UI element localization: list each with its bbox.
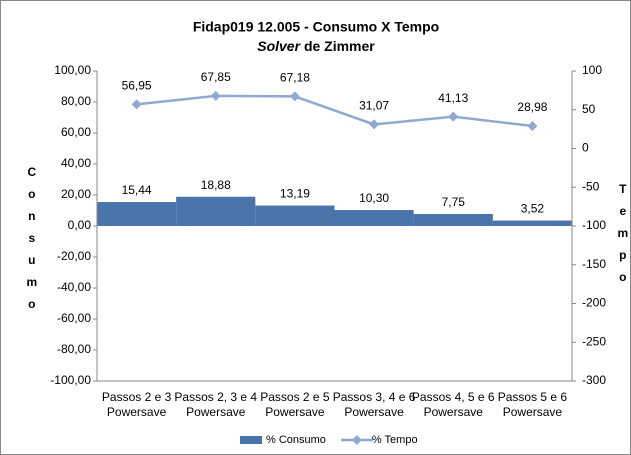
- y2-axis-label: Tempo: [616, 182, 630, 292]
- line-marker: [210, 90, 221, 101]
- bar-value-label: 13,19: [280, 187, 310, 201]
- y2-tick-label: -150: [582, 257, 606, 271]
- x-tick-label: Passos 2 e 5: [260, 390, 330, 404]
- bar-value-label: 7,75: [442, 195, 466, 209]
- bar-value-label: 15,44: [122, 183, 152, 197]
- y2-tick-label: -50: [582, 179, 600, 193]
- y2-tick-label: 0: [582, 141, 589, 155]
- bar: [492, 220, 572, 226]
- y-tick-label: 60,00: [61, 125, 91, 139]
- line-marker: [527, 121, 538, 132]
- y2-tick-label: -250: [582, 334, 606, 348]
- bar: [255, 205, 335, 226]
- y2-tick-label: -300: [582, 373, 606, 387]
- chart-title: Fidap019 12.005 - Consumo X Tempo: [193, 19, 439, 35]
- line-value-label: 41,13: [438, 91, 468, 105]
- x-tick-label: Powersave: [265, 405, 325, 419]
- line-value-label: 67,18: [280, 71, 310, 85]
- bar: [413, 213, 493, 226]
- y-tick-label: -80,00: [57, 342, 91, 356]
- y-tick-label: 40,00: [61, 156, 91, 170]
- y2-tick-label: -200: [582, 296, 606, 310]
- line: [136, 94, 533, 128]
- y-tick-label: -60,00: [57, 311, 91, 325]
- legend-marker: [351, 435, 362, 445]
- line-marker: [369, 119, 380, 130]
- y-tick-label: -100,00: [50, 373, 91, 387]
- x-tick-label: Passos 5 e 6: [498, 390, 568, 404]
- bar: [334, 210, 414, 226]
- legend-swatch: [240, 436, 262, 444]
- y-tick-label: -40,00: [57, 280, 91, 294]
- bar-value-label: 10,30: [359, 191, 389, 205]
- bar-value-label: 18,88: [201, 178, 231, 192]
- x-tick-label: Passos 2, 3 e 4: [174, 390, 257, 404]
- chart-subtitle: Solver de Zimmer: [257, 38, 375, 54]
- y-tick-label: 20,00: [61, 187, 91, 201]
- y-tick-label: 0,00: [68, 218, 92, 232]
- bar: [97, 202, 177, 226]
- line-marker: [448, 111, 459, 122]
- y2-tick-label: -100: [582, 218, 606, 232]
- subtitle-part: de Zimmer: [304, 38, 375, 54]
- line-marker: [289, 91, 300, 102]
- legend-label: % Consumo: [266, 434, 326, 446]
- subtitle-part: Solver: [257, 38, 301, 54]
- y-tick-label: 80,00: [61, 94, 91, 108]
- line-value-label: 31,07: [359, 99, 389, 113]
- x-tick-label: Passos 4, 5 e 6: [412, 390, 495, 404]
- y2-tick-label: 100: [582, 63, 602, 77]
- x-tick-label: Powersave: [503, 405, 563, 419]
- line-value-label: 56,95: [122, 79, 152, 93]
- bar-value-label: 3,52: [521, 202, 545, 216]
- y-tick-label: -20,00: [57, 249, 91, 263]
- line-marker: [131, 99, 142, 110]
- x-tick-label: Powersave: [186, 405, 246, 419]
- line-value-label: 28,98: [517, 100, 547, 114]
- y-axis-label: Consumo: [25, 165, 39, 319]
- x-tick-label: Powersave: [344, 405, 404, 419]
- x-tick-label: Powersave: [424, 405, 484, 419]
- y2-tick-label: 50: [582, 102, 596, 116]
- line-value-label: 67,85: [201, 70, 231, 84]
- x-tick-label: Passos 2 e 3: [102, 390, 172, 404]
- legend-label: % Tempo: [372, 434, 418, 446]
- x-tick-label: Passos 3, 4 e 6: [333, 390, 416, 404]
- bar: [176, 196, 256, 226]
- y-tick-label: 100,00: [54, 63, 91, 77]
- x-tick-label: Powersave: [107, 405, 167, 419]
